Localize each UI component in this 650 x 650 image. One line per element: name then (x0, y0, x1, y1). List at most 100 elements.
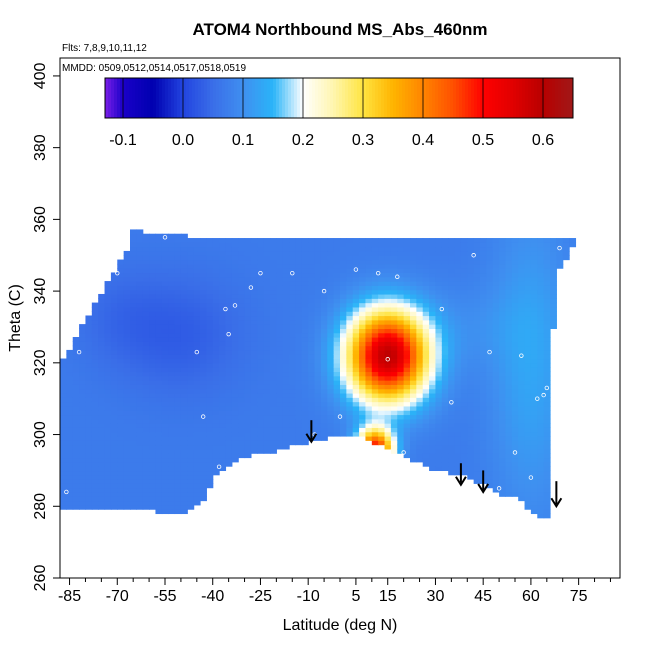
heatmap-cell (174, 319, 182, 325)
heatmap-cell (161, 238, 169, 243)
heatmap-cell (212, 302, 220, 308)
heatmap-cell (110, 388, 118, 394)
heatmap-cell (289, 293, 297, 299)
heatmap-cell (161, 354, 169, 360)
heatmap-cell (282, 268, 290, 274)
heatmap-cell (543, 319, 551, 325)
heatmap-cell (200, 332, 207, 338)
heatmap-cell (85, 491, 93, 497)
heatmap-cell (206, 423, 214, 428)
heatmap-cell (136, 461, 144, 467)
heatmap-cell (410, 281, 417, 286)
heatmap-cell (301, 255, 309, 261)
heatmap-cell (327, 337, 335, 342)
heatmap-cell (518, 358, 526, 364)
heatmap-cell (117, 470, 125, 476)
heatmap-cell (499, 414, 507, 420)
heatmap-cell (231, 272, 239, 278)
heatmap-cell (238, 259, 246, 265)
heatmap-cell (238, 311, 246, 317)
heatmap-cell (543, 238, 551, 243)
heatmap-cell (340, 358, 347, 364)
heatmap-cell (225, 250, 233, 256)
heatmap-cell (174, 410, 182, 416)
heatmap-cell (104, 384, 112, 390)
heatmap-cell (180, 324, 188, 329)
heatmap-cell (193, 384, 201, 390)
heatmap-cell (460, 444, 468, 450)
heatmap-cell (225, 332, 233, 338)
heatmap-cell (537, 272, 545, 278)
heatmap-cell (518, 281, 526, 286)
heatmap-cell (161, 461, 169, 467)
heatmap-cell (346, 276, 354, 282)
colorbar-segment (543, 78, 547, 118)
heatmap-cell (530, 470, 538, 476)
heatmap-cell (212, 444, 220, 450)
heatmap-cell (250, 371, 258, 377)
heatmap-cell (136, 259, 144, 265)
heatmap-cell (161, 483, 169, 489)
heatmap-cell (537, 285, 545, 291)
heatmap-cell (333, 332, 341, 338)
heatmap-cell (161, 337, 169, 342)
heatmap-cell (180, 483, 188, 489)
heatmap-cell (403, 410, 411, 416)
heatmap-cell (91, 479, 99, 484)
heatmap-cell (225, 246, 233, 252)
heatmap-cell (429, 358, 437, 364)
heatmap-cell (276, 341, 284, 347)
heatmap-cell (511, 444, 519, 450)
heatmap-cell (289, 405, 297, 411)
colorbar-segment (513, 78, 517, 118)
heatmap-cell (422, 405, 430, 411)
heatmap-cell (123, 444, 131, 450)
heatmap-cell (225, 259, 233, 265)
heatmap-cell (136, 371, 144, 377)
heatmap-cell (384, 341, 392, 347)
heatmap-cell (295, 337, 303, 342)
heatmap-cell (365, 358, 373, 364)
heatmap-cell (212, 371, 220, 377)
heatmap-cell (390, 384, 398, 390)
heatmap-cell (454, 466, 462, 472)
heatmap-cell (499, 246, 507, 252)
heatmap-cell (219, 324, 227, 329)
heatmap-cell (155, 337, 163, 342)
heatmap-cell (295, 367, 303, 373)
heatmap-cell (314, 418, 322, 424)
heatmap-cell (352, 431, 360, 437)
heatmap-cell (511, 367, 519, 373)
heatmap-cell (200, 388, 207, 394)
heatmap-cell (505, 349, 513, 355)
heatmap-cell (314, 272, 322, 278)
heatmap-cell (142, 470, 150, 476)
heatmap-cell (117, 268, 125, 274)
heatmap-cell (282, 362, 290, 368)
heatmap-cell (79, 448, 87, 454)
heatmap-cell (384, 384, 392, 390)
heatmap-cell (320, 362, 328, 368)
heatmap-cell (460, 397, 468, 403)
heatmap-cell (378, 255, 386, 261)
heatmap-cell (537, 392, 545, 398)
heatmap-cell (486, 367, 494, 373)
heatmap-cell (136, 246, 144, 252)
heatmap-cell (244, 349, 252, 355)
heatmap-cell (492, 349, 500, 355)
heatmap-cell (130, 500, 137, 506)
heatmap-cell (511, 405, 519, 411)
heatmap-cell (480, 255, 487, 261)
heatmap-cell (441, 345, 449, 351)
heatmap-cell (149, 268, 157, 274)
heatmap-cell (130, 444, 137, 450)
heatmap-cell (295, 268, 303, 274)
heatmap-cell (263, 435, 271, 441)
heatmap-cell (72, 367, 80, 373)
heatmap-cell (104, 319, 112, 325)
heatmap-cell (193, 306, 201, 312)
heatmap-cell (480, 319, 487, 325)
heatmap-cell (168, 440, 176, 446)
heatmap-cell (441, 371, 449, 377)
heatmap-cell (200, 268, 207, 274)
